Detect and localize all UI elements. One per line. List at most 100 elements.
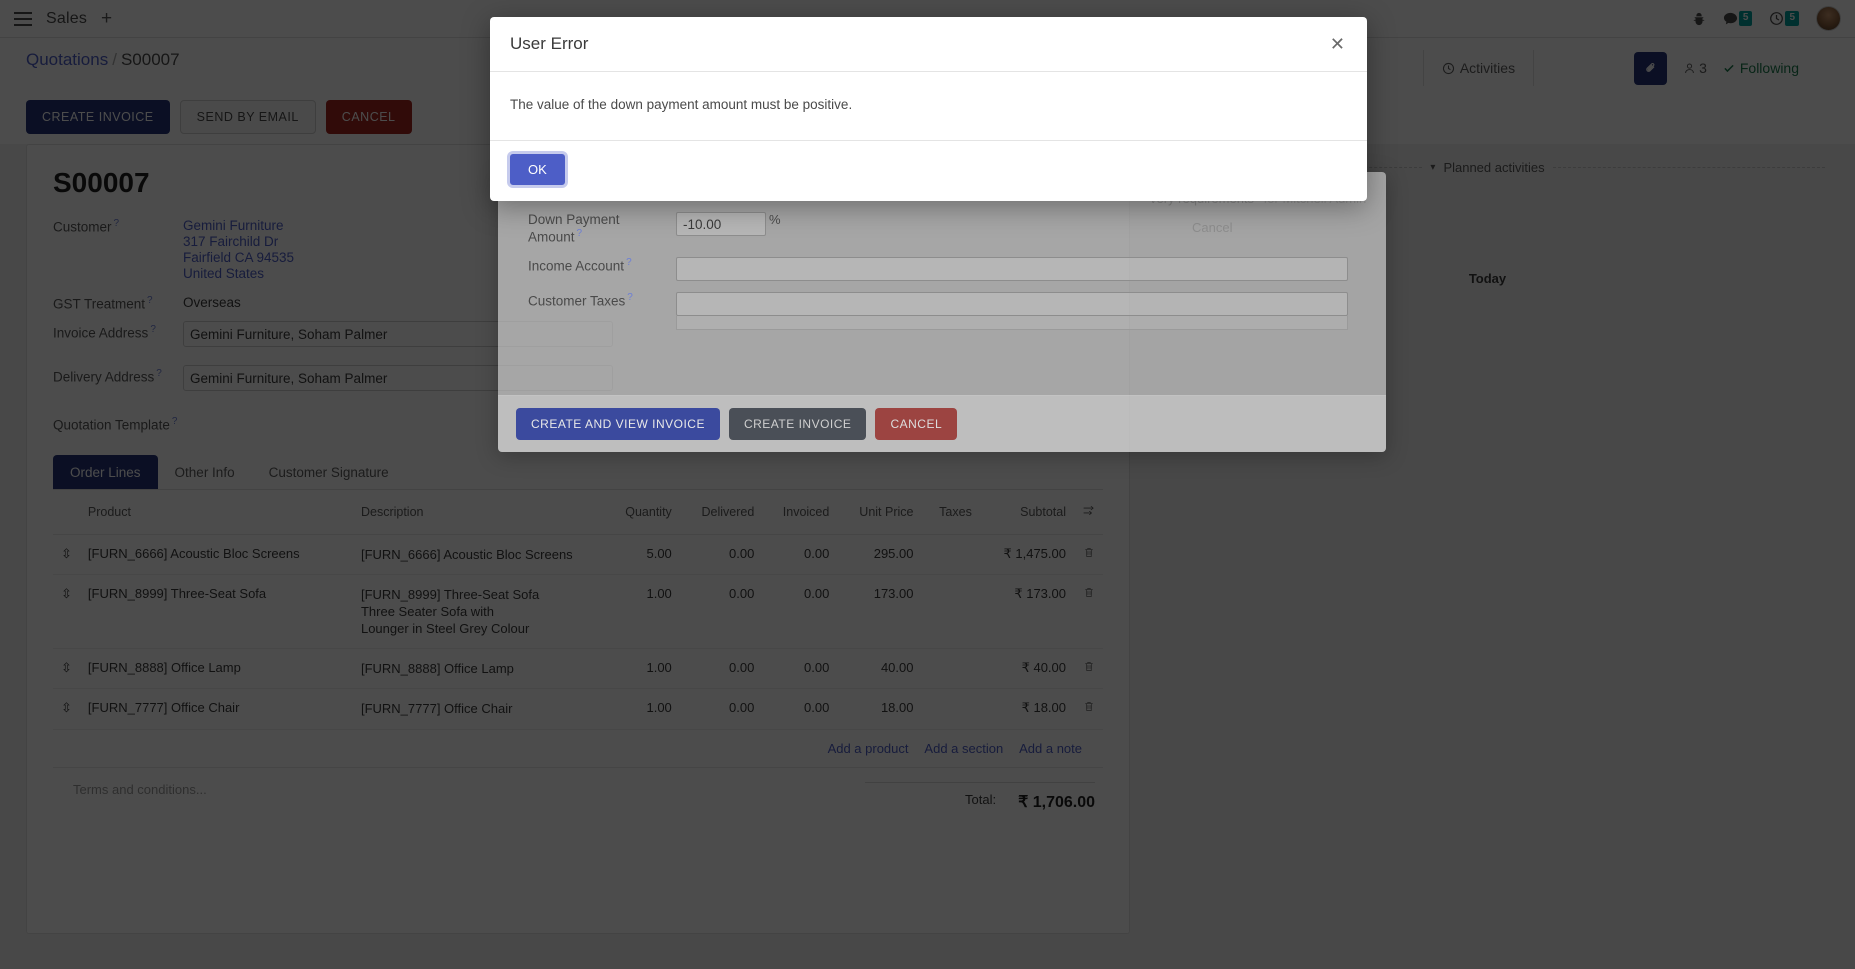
- col-invoiced[interactable]: Invoiced: [762, 489, 838, 535]
- tab-other-info[interactable]: Other Info: [174, 464, 235, 480]
- dialog-footer: OK: [490, 141, 1367, 201]
- customer-street: 317 Fairchild Dr: [183, 233, 279, 249]
- cell-delivered[interactable]: 0.00: [679, 648, 763, 690]
- cell-quantity[interactable]: 1.00: [604, 688, 680, 730]
- cell-quantity[interactable]: 5.00: [604, 534, 680, 575]
- close-icon[interactable]: ✕: [1329, 34, 1345, 54]
- cell-delivered[interactable]: 0.00: [679, 534, 763, 575]
- cell-description[interactable]: [FURN_7777] Office Chair: [352, 688, 605, 730]
- messages-icon[interactable]: 5: [1723, 11, 1753, 26]
- add-a-section-link[interactable]: Add a section: [924, 740, 1004, 756]
- cell-product[interactable]: [FURN_7777] Office Chair: [79, 688, 353, 730]
- breadcrumb: Quotations / S00007: [26, 50, 180, 70]
- new-tab-button[interactable]: +: [101, 8, 113, 29]
- col-unit-price[interactable]: Unit Price: [837, 489, 922, 535]
- cell-invoiced[interactable]: 0.00: [762, 648, 838, 690]
- cell-description[interactable]: [FURN_8999] Three-Seat Sofa Three Seater…: [352, 574, 605, 650]
- clock-icon[interactable]: 5: [1769, 11, 1799, 26]
- cell-invoiced[interactable]: 0.00: [762, 574, 838, 650]
- cancel-button[interactable]: CANCEL: [875, 408, 958, 440]
- notebook: Order Lines Other Info Customer Signatur…: [53, 454, 1103, 834]
- dialog-title: User Error: [510, 34, 589, 53]
- order-lines-body: ⇳ [FURN_6666] Acoustic Bloc Screens [FUR…: [53, 534, 1103, 766]
- table-row[interactable]: ⇳ [FURN_8888] Office Lamp [FURN_8888] Of…: [53, 648, 1103, 690]
- cell-invoiced[interactable]: 0.00: [762, 534, 838, 575]
- cell-taxes[interactable]: [921, 648, 980, 690]
- create-invoice-button[interactable]: CREATE INVOICE: [26, 100, 170, 134]
- drag-handle-icon[interactable]: ⇳: [53, 688, 80, 730]
- trash-icon[interactable]: [1074, 534, 1103, 575]
- cell-quantity[interactable]: 1.00: [604, 574, 680, 650]
- col-delivered[interactable]: Delivered: [679, 489, 763, 535]
- table-row[interactable]: ⇳ [FURN_7777] Office Chair [FURN_7777] O…: [53, 688, 1103, 730]
- col-quantity[interactable]: Quantity: [604, 489, 680, 535]
- income-account-input[interactable]: [676, 257, 1348, 282]
- breadcrumb-separator: /: [112, 50, 117, 69]
- field-income-account-label: Income Account?: [528, 257, 632, 274]
- add-a-product-link[interactable]: Add a product: [827, 740, 909, 756]
- dialog-header: User Error ✕: [490, 17, 1367, 72]
- cell-delivered[interactable]: 0.00: [679, 574, 763, 650]
- cell-invoiced[interactable]: 0.00: [762, 688, 838, 730]
- drag-handle-icon[interactable]: ⇳: [53, 534, 80, 575]
- cell-delivered[interactable]: 0.00: [679, 688, 763, 730]
- user-avatar[interactable]: [1816, 6, 1841, 31]
- field-customer: Customer? Gemini Furniture 317 Fairchild…: [53, 215, 1103, 282]
- drag-handle-icon[interactable]: ⇳: [53, 574, 80, 650]
- create-invoice-button[interactable]: CREATE INVOICE: [728, 408, 867, 440]
- tab-customer-signature[interactable]: Customer Signature: [268, 464, 389, 480]
- person-icon: [1685, 62, 1694, 73]
- customer-name: Gemini Furniture: [183, 218, 284, 233]
- tab-order-lines[interactable]: Order Lines: [53, 454, 158, 489]
- cancel-button[interactable]: CANCEL: [325, 100, 412, 134]
- col-description[interactable]: Description: [352, 489, 605, 535]
- bug-icon[interactable]: [1692, 12, 1706, 26]
- check-icon: [1724, 64, 1734, 73]
- cell-description[interactable]: [FURN_8888] Office Lamp: [352, 648, 605, 690]
- cell-taxes[interactable]: [921, 688, 980, 730]
- cell-taxes[interactable]: [921, 574, 980, 650]
- following-button[interactable]: Following: [1723, 60, 1799, 76]
- cell-unit-price[interactable]: 173.00: [837, 574, 922, 650]
- field-delivery-address-label: Delivery Address?: [53, 368, 162, 385]
- col-taxes[interactable]: Taxes: [921, 489, 980, 535]
- customer-taxes-tags-input[interactable]: [676, 292, 1348, 317]
- user-error-dialog: User Error ✕ The value of the down payme…: [490, 17, 1367, 201]
- cell-product[interactable]: [FURN_8999] Three-Seat Sofa: [79, 574, 353, 650]
- trash-icon[interactable]: [1074, 574, 1103, 650]
- trash-icon[interactable]: [1074, 688, 1103, 730]
- required-marker: ?: [156, 368, 162, 380]
- attachment-button[interactable]: [1634, 51, 1668, 85]
- cell-unit-price[interactable]: 18.00: [837, 688, 922, 730]
- cell-product[interactable]: [FURN_8888] Office Lamp: [79, 648, 353, 690]
- column-options-icon[interactable]: [1074, 489, 1103, 535]
- caret-down-icon[interactable]: ▾: [1430, 162, 1436, 173]
- terms-and-conditions[interactable]: Terms and conditions...: [73, 781, 207, 797]
- clock-icon: [1442, 62, 1454, 74]
- cell-unit-price[interactable]: 295.00: [837, 534, 922, 575]
- col-subtotal[interactable]: Subtotal: [979, 489, 1074, 535]
- field-customer-value[interactable]: Gemini Furniture 317 Fairchild Dr Fairfi…: [183, 215, 294, 282]
- field-gst-treatment-value[interactable]: Overseas: [183, 294, 241, 310]
- ok-button[interactable]: OK: [510, 154, 565, 185]
- send-by-email-button[interactable]: SEND BY EMAIL: [179, 100, 316, 134]
- create-and-view-invoice-button[interactable]: CREATE AND VIEW INVOICE: [516, 408, 720, 440]
- hamburger-menu-icon[interactable]: [14, 11, 32, 26]
- cell-product[interactable]: [FURN_6666] Acoustic Bloc Screens: [79, 534, 353, 575]
- cell-taxes[interactable]: [921, 534, 980, 575]
- table-row[interactable]: ⇳ [FURN_6666] Acoustic Bloc Screens [FUR…: [53, 534, 1103, 575]
- table-row[interactable]: ⇳ [FURN_8999] Three-Seat Sofa [FURN_8999…: [53, 574, 1103, 650]
- cell-quantity[interactable]: 1.00: [604, 648, 680, 690]
- app-name[interactable]: Sales: [46, 9, 88, 27]
- trash-icon[interactable]: [1074, 648, 1103, 690]
- cell-unit-price[interactable]: 40.00: [837, 648, 922, 690]
- breadcrumb-parent-link[interactable]: Quotations: [26, 50, 109, 69]
- activities-button[interactable]: Activities: [1422, 50, 1535, 86]
- col-product[interactable]: Product: [79, 489, 353, 535]
- cell-description[interactable]: [FURN_6666] Acoustic Bloc Screens: [352, 534, 605, 575]
- required-marker: ?: [150, 324, 156, 336]
- add-a-note-link[interactable]: Add a note: [1019, 740, 1082, 756]
- followers-button[interactable]: 3: [1683, 60, 1707, 76]
- down-payment-amount-input[interactable]: [676, 212, 766, 236]
- drag-handle-icon[interactable]: ⇳: [53, 648, 80, 690]
